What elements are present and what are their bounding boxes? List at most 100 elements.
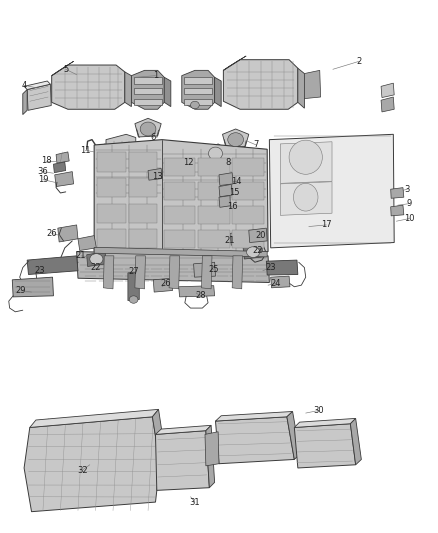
Polygon shape xyxy=(94,140,268,257)
Polygon shape xyxy=(135,256,145,289)
Polygon shape xyxy=(155,431,209,490)
Text: 18: 18 xyxy=(41,157,51,165)
Polygon shape xyxy=(153,278,173,292)
Polygon shape xyxy=(148,168,162,180)
Polygon shape xyxy=(52,61,74,76)
Polygon shape xyxy=(194,262,215,277)
Polygon shape xyxy=(198,230,230,248)
Text: 7: 7 xyxy=(254,141,259,149)
Polygon shape xyxy=(201,256,212,289)
Polygon shape xyxy=(134,77,162,84)
Text: 26: 26 xyxy=(160,279,171,288)
Polygon shape xyxy=(219,173,233,185)
Polygon shape xyxy=(134,88,162,94)
Polygon shape xyxy=(129,152,157,172)
Polygon shape xyxy=(198,206,230,224)
Text: 32: 32 xyxy=(77,466,88,474)
Text: 8: 8 xyxy=(225,158,230,167)
Polygon shape xyxy=(215,77,221,107)
Polygon shape xyxy=(129,178,157,197)
Polygon shape xyxy=(206,425,215,488)
Text: 30: 30 xyxy=(314,406,324,415)
Polygon shape xyxy=(198,182,230,200)
Text: 26: 26 xyxy=(46,229,57,238)
Text: 4: 4 xyxy=(21,81,27,90)
Ellipse shape xyxy=(140,122,156,136)
Text: 19: 19 xyxy=(38,175,48,184)
Polygon shape xyxy=(391,205,404,216)
Text: 9: 9 xyxy=(407,199,412,208)
Polygon shape xyxy=(53,162,66,173)
Polygon shape xyxy=(164,230,195,248)
Text: 1: 1 xyxy=(153,71,158,80)
Ellipse shape xyxy=(191,101,199,109)
Polygon shape xyxy=(232,256,243,289)
Text: 23: 23 xyxy=(265,263,276,272)
Polygon shape xyxy=(243,245,263,259)
Polygon shape xyxy=(184,99,212,105)
Text: 6: 6 xyxy=(151,133,156,142)
Polygon shape xyxy=(381,83,394,98)
Text: 22: 22 xyxy=(90,263,101,272)
Polygon shape xyxy=(27,256,78,274)
Polygon shape xyxy=(77,252,269,282)
Ellipse shape xyxy=(90,254,103,264)
Polygon shape xyxy=(223,60,298,109)
Polygon shape xyxy=(215,417,294,464)
Polygon shape xyxy=(30,409,159,427)
Polygon shape xyxy=(97,204,126,223)
Text: 31: 31 xyxy=(190,498,200,506)
Polygon shape xyxy=(155,425,211,434)
Ellipse shape xyxy=(228,133,244,147)
Polygon shape xyxy=(271,276,290,288)
Polygon shape xyxy=(87,252,106,266)
Polygon shape xyxy=(164,182,195,200)
Text: 13: 13 xyxy=(152,173,163,181)
Text: 15: 15 xyxy=(229,189,240,197)
Polygon shape xyxy=(232,158,264,176)
Text: 11: 11 xyxy=(80,146,91,155)
Ellipse shape xyxy=(289,140,322,174)
Text: 21: 21 xyxy=(225,237,235,245)
Polygon shape xyxy=(128,272,139,301)
Polygon shape xyxy=(134,99,162,105)
Polygon shape xyxy=(182,70,215,109)
Polygon shape xyxy=(219,196,230,207)
Polygon shape xyxy=(266,260,298,275)
Polygon shape xyxy=(103,256,114,289)
Polygon shape xyxy=(94,247,267,257)
Polygon shape xyxy=(294,424,356,468)
Polygon shape xyxy=(164,206,195,224)
Text: 24: 24 xyxy=(271,279,281,288)
Polygon shape xyxy=(280,142,332,183)
Polygon shape xyxy=(131,70,164,109)
Polygon shape xyxy=(232,206,264,224)
Text: 16: 16 xyxy=(227,203,237,211)
Ellipse shape xyxy=(247,247,260,257)
Polygon shape xyxy=(219,184,232,197)
Polygon shape xyxy=(304,70,321,99)
Ellipse shape xyxy=(208,147,223,160)
Polygon shape xyxy=(152,409,166,464)
Polygon shape xyxy=(232,182,264,200)
Polygon shape xyxy=(58,225,78,242)
Polygon shape xyxy=(95,144,106,156)
Polygon shape xyxy=(391,188,404,198)
Polygon shape xyxy=(179,155,191,166)
Polygon shape xyxy=(215,411,293,421)
Polygon shape xyxy=(287,411,300,459)
Polygon shape xyxy=(97,229,126,248)
Text: 10: 10 xyxy=(404,214,415,223)
Polygon shape xyxy=(230,230,251,245)
Text: 27: 27 xyxy=(128,268,139,276)
Text: 23: 23 xyxy=(34,266,45,275)
Polygon shape xyxy=(205,432,219,466)
Polygon shape xyxy=(55,172,74,187)
Text: 36: 36 xyxy=(38,167,48,176)
Ellipse shape xyxy=(293,183,318,211)
Text: 17: 17 xyxy=(321,221,332,229)
Polygon shape xyxy=(129,229,157,248)
Polygon shape xyxy=(269,134,394,248)
Polygon shape xyxy=(350,418,361,465)
Polygon shape xyxy=(27,84,51,110)
